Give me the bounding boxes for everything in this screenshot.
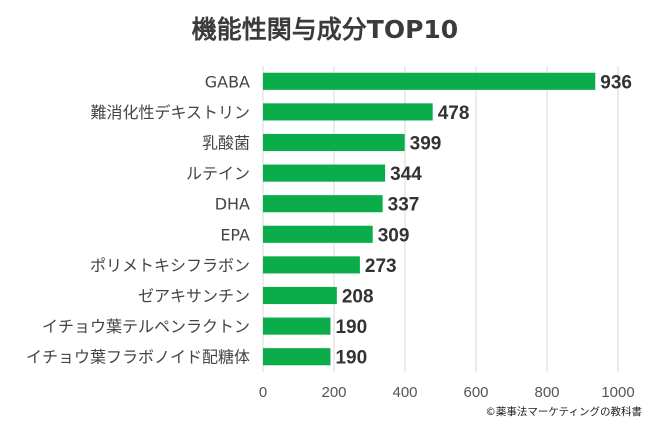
value-label: 208 (342, 287, 374, 308)
x-tick-label: 1000 (601, 384, 634, 401)
value-label: 478 (438, 103, 470, 124)
category-label: EPA (220, 225, 250, 244)
value-label: 936 (600, 72, 632, 93)
value-labels: 936 478 399 344 337 309 273 208 190 190 (335, 72, 632, 368)
category-label: DHA (215, 195, 250, 214)
bar (263, 256, 360, 274)
value-label: 399 (410, 134, 442, 155)
bar (263, 317, 331, 335)
category-label: ゼアキサンチン (138, 287, 250, 306)
category-label: ルテイン (186, 164, 250, 183)
category-label: 乳酸菌 (202, 134, 250, 153)
bar (263, 72, 596, 90)
category-label: イチョウ葉フラボノイド配糖体 (26, 348, 250, 367)
x-tick-label: 0 (259, 384, 267, 401)
bar (263, 103, 433, 121)
value-label: 190 (335, 317, 367, 338)
category-label: GABA (205, 72, 250, 91)
category-label: イチョウ葉テルペンラクトン (42, 317, 250, 336)
x-tick-label: 800 (534, 384, 559, 401)
bars (263, 72, 596, 366)
value-label: 309 (378, 225, 410, 246)
x-tick-label: 600 (463, 384, 488, 401)
value-label: 190 (335, 348, 367, 369)
category-label: 難消化性デキストリン (90, 103, 250, 122)
bar (263, 348, 331, 366)
bar (263, 133, 405, 152)
value-label: 273 (365, 256, 397, 277)
bar (263, 195, 383, 213)
value-label: 344 (390, 164, 422, 185)
bar (263, 164, 386, 182)
x-axis-ticks: 0 200 400 600 800 1000 (259, 384, 635, 401)
x-tick-label: 400 (392, 384, 417, 401)
chart-title: 機能性関与成分TOP10 (192, 15, 458, 44)
category-label: ポリメトキシフラボン (90, 256, 250, 275)
credit-text: ©薬事法マーケティングの教科書 (485, 405, 642, 418)
bar (263, 286, 337, 305)
bar (263, 225, 373, 243)
value-label: 337 (388, 195, 420, 216)
x-tick-label: 200 (321, 384, 346, 401)
